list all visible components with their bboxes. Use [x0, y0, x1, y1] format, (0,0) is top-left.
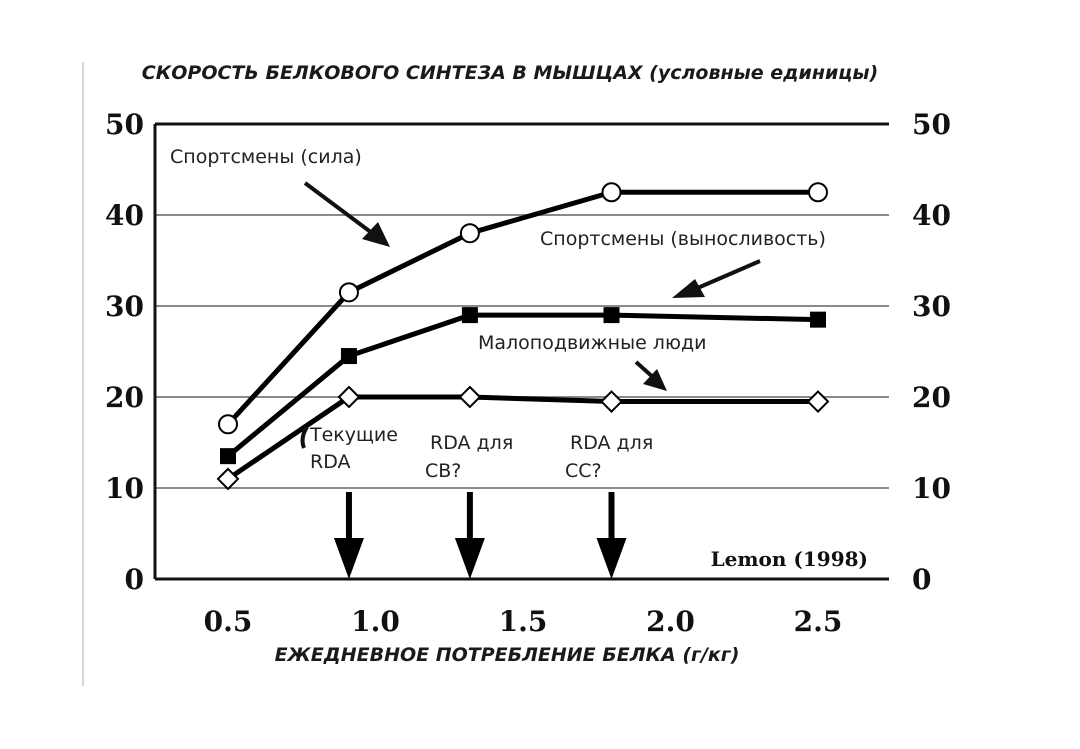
y-tick-right-10: 10 — [912, 472, 951, 505]
point-s2-3 — [600, 390, 623, 413]
annotations: Спортсмены (сила) Спортсмены (выносливос… — [170, 146, 868, 579]
marker-label-current-1: Текущие — [309, 424, 398, 446]
rda-arrow-head-0 — [333, 538, 364, 579]
series-label-strength: Спортсмены (сила) — [170, 146, 362, 168]
x-tick-1.5: 1.5 — [499, 605, 548, 638]
marker-label-ss-2: СС? — [565, 460, 602, 482]
pointer-strength-line — [303, 181, 378, 238]
y-tick-right-30: 30 — [912, 290, 951, 323]
y-tick-left-50: 50 — [105, 108, 144, 141]
grid — [153, 122, 889, 581]
bracket-mark — [300, 425, 309, 449]
pointer-sedentary-head — [643, 369, 667, 391]
y-tick-left-0: 0 — [125, 563, 144, 596]
point-s0-3 — [601, 182, 622, 203]
marker-label-current-2: RDA — [310, 451, 351, 473]
marker-label-ss-1: RDA для — [570, 432, 653, 454]
point-s1-3 — [603, 307, 620, 324]
point-s1-0 — [220, 448, 236, 465]
series-label-endurance: Спортсмены (выносливость) — [540, 228, 826, 250]
series-label-sedentary: Малоподвижные люди — [478, 332, 706, 354]
point-s1-4 — [810, 311, 826, 328]
y-tick-left-40: 40 — [105, 199, 144, 232]
point-s2-2 — [458, 385, 482, 409]
y-tick-left-20: 20 — [105, 381, 144, 414]
x-axis-title: ЕЖЕДНЕВНОЕ ПОТРЕБЛЕНИЕ БЕЛКА (г/кг) — [275, 644, 740, 666]
point-s0-4 — [808, 182, 828, 203]
y-axis-right: 0 10 20 30 40 50 — [912, 108, 951, 596]
rda-arrow-head-2 — [596, 538, 627, 579]
marker-label-sv-2: СВ? — [425, 460, 461, 482]
x-tick-0.5: 0.5 — [204, 605, 253, 638]
y-tick-left-30: 30 — [105, 290, 144, 323]
point-s0-1 — [338, 282, 359, 303]
point-s1-2 — [461, 307, 478, 324]
y-tick-right-50: 50 — [912, 108, 951, 141]
source-credit: Lemon (1998) — [711, 547, 868, 571]
pointer-strength-head — [362, 222, 390, 247]
pointer-endurance-line — [692, 259, 761, 292]
pointer-endurance-head — [672, 279, 705, 298]
rda-arrow-head-1 — [454, 538, 485, 579]
point-s2-0 — [216, 467, 240, 491]
x-tick-1.0: 1.0 — [351, 605, 400, 638]
point-s0-2 — [459, 223, 480, 244]
x-tick-2.0: 2.0 — [646, 605, 695, 638]
y-axis-left: 0 10 20 30 40 50 — [105, 108, 144, 596]
series-group — [216, 182, 830, 491]
chart-title: СКОРОСТЬ БЕЛКОВОГО СИНТЕЗА В МЫШЦАХ (усл… — [142, 62, 878, 84]
point-s1-1 — [340, 348, 357, 365]
point-s2-1 — [337, 385, 361, 409]
y-tick-left-10: 10 — [105, 472, 144, 505]
y-tick-right-40: 40 — [912, 199, 951, 232]
marker-label-sv-1: RDA для — [430, 432, 513, 454]
x-tick-2.5: 2.5 — [794, 605, 843, 638]
point-s0-0 — [218, 414, 238, 435]
point-s2-4 — [806, 390, 830, 413]
x-axis: 0.5 1.0 1.5 2.0 2.5 — [204, 605, 843, 638]
y-tick-right-20: 20 — [912, 381, 951, 414]
y-tick-right-0: 0 — [912, 563, 931, 596]
